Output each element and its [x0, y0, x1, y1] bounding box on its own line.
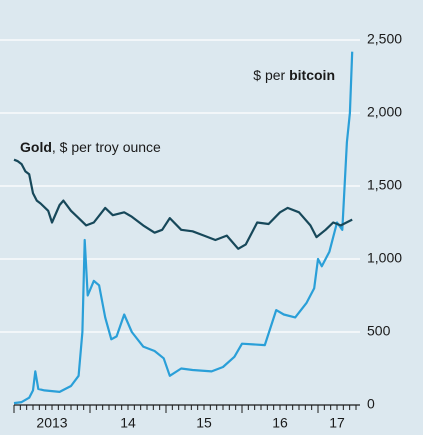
- y-tick-label: 0: [367, 396, 375, 412]
- bitcoin-name: bitcoin: [289, 67, 335, 83]
- y-tick-label: 1,000: [367, 250, 402, 266]
- x-tick-label: 2013: [36, 415, 67, 431]
- y-tick-label: 500: [367, 323, 391, 339]
- y-tick-label: 1,500: [367, 177, 402, 193]
- y-tick-label: 2,000: [367, 104, 402, 120]
- series-line: [13, 158, 353, 250]
- gold-annotation: Gold, $ per troy ounce: [20, 139, 161, 155]
- x-tick-label: 14: [120, 415, 136, 431]
- bitcoin-annotation: $ per bitcoin: [253, 67, 335, 83]
- gold-name: Gold: [20, 139, 52, 155]
- series-line: [13, 51, 354, 405]
- x-tick-label: 15: [196, 415, 212, 431]
- x-tick-label: 16: [272, 415, 288, 431]
- bitcoin-unit: $ per: [253, 67, 289, 83]
- x-tick-label: 17: [329, 415, 345, 431]
- y-tick-label: 2,500: [367, 31, 402, 47]
- gold-unit: , $ per troy ounce: [52, 139, 161, 155]
